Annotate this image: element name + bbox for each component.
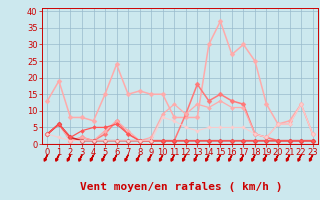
Text: Vent moyen/en rafales ( km/h ): Vent moyen/en rafales ( km/h ) (80, 182, 282, 192)
